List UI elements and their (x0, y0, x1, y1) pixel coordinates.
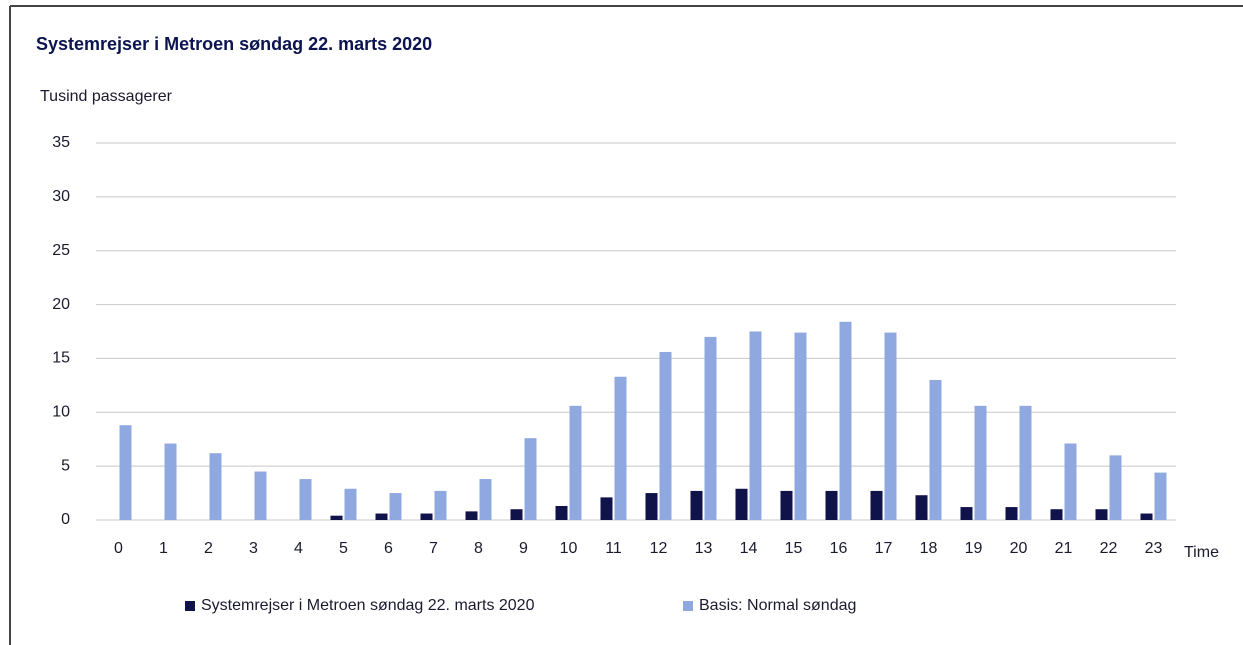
y-tick-label: 25 (52, 242, 70, 259)
bar (1154, 472, 1167, 520)
bar (839, 321, 852, 520)
y-axis-label: Tusind passagerer (40, 88, 173, 105)
bar (1019, 405, 1032, 520)
x-tick-label: 5 (339, 540, 348, 557)
bar (569, 405, 582, 520)
bar (344, 488, 357, 520)
bar (209, 453, 222, 520)
bar (254, 471, 267, 520)
x-tick-label: 15 (785, 540, 803, 557)
y-tick-label: 5 (61, 457, 70, 474)
x-tick-label: 12 (650, 540, 668, 557)
x-tick-label: 9 (519, 540, 528, 557)
bar (915, 495, 928, 520)
bar (825, 490, 838, 520)
y-tick-label: 0 (61, 511, 70, 528)
bar (614, 376, 627, 520)
bar (555, 505, 568, 520)
bar (929, 379, 942, 520)
x-tick-label: 16 (830, 540, 848, 557)
bar (645, 493, 658, 520)
bar (524, 438, 537, 520)
bar (1095, 509, 1108, 520)
x-tick-label: 18 (920, 540, 938, 557)
bar (794, 332, 807, 520)
bar (735, 488, 748, 520)
legend-label: Basis: Normal søndag (699, 597, 856, 614)
x-tick-label: 7 (429, 540, 438, 557)
x-axis-label: Time (1184, 544, 1219, 561)
x-tick-label: 14 (740, 540, 758, 557)
x-tick-label: 23 (1145, 540, 1163, 557)
x-tick-label: 6 (384, 540, 393, 557)
bar (1140, 513, 1153, 520)
bar (690, 490, 703, 520)
bar (600, 497, 613, 520)
x-tick-label: 20 (1010, 540, 1028, 557)
bar (465, 511, 478, 520)
bar (659, 351, 672, 520)
bar (119, 425, 132, 520)
bar (870, 490, 883, 520)
bar (1109, 455, 1122, 520)
bar (510, 509, 523, 520)
bar (704, 336, 717, 520)
bar (749, 331, 762, 520)
bar (1050, 509, 1063, 520)
bar (1005, 507, 1018, 520)
x-tick-label: 21 (1055, 540, 1073, 557)
legend-swatch (185, 601, 195, 611)
y-tick-label: 15 (52, 350, 70, 367)
y-tick-label: 35 (52, 134, 70, 151)
x-tick-label: 3 (249, 540, 258, 557)
bar (375, 513, 388, 520)
x-tick-label: 22 (1100, 540, 1118, 557)
bar (299, 479, 312, 520)
x-tick-label: 8 (474, 540, 483, 557)
y-tick-label: 30 (52, 188, 70, 205)
x-tick-label: 0 (114, 540, 123, 557)
bar (884, 332, 897, 520)
x-tick-label: 11 (605, 540, 622, 557)
x-tick-label: 2 (204, 540, 213, 557)
legend-label: Systemrejser i Metroen søndag 22. marts … (201, 597, 535, 614)
bar (330, 515, 343, 520)
x-tick-label: 4 (294, 540, 303, 557)
x-tick-label: 1 (159, 540, 168, 557)
y-tick-label: 20 (52, 296, 70, 313)
bar (960, 507, 973, 520)
x-tick-label: 10 (560, 540, 578, 557)
bar (420, 513, 433, 520)
legend-swatch (683, 601, 693, 611)
bar (164, 443, 177, 520)
bar (389, 493, 402, 520)
bar (1064, 443, 1077, 520)
x-tick-label: 17 (875, 540, 893, 557)
bar (479, 479, 492, 520)
y-tick-label: 10 (52, 404, 70, 421)
x-tick-label: 13 (695, 540, 713, 557)
chart-title: Systemrejser i Metroen søndag 22. marts … (36, 34, 432, 54)
bar (974, 405, 987, 520)
bar (780, 490, 793, 520)
bar (434, 490, 447, 520)
x-tick-label: 19 (965, 540, 983, 557)
